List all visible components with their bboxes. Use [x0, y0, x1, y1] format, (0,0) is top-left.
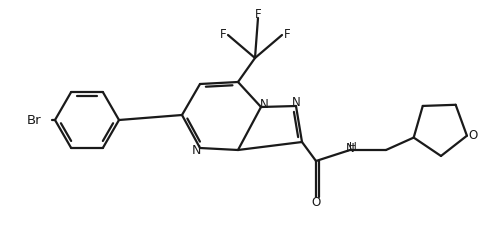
Text: N: N	[346, 142, 355, 155]
Text: F: F	[255, 8, 262, 22]
Text: N: N	[292, 96, 300, 109]
Text: F: F	[220, 28, 226, 41]
Text: N: N	[260, 98, 269, 112]
Text: N: N	[191, 144, 201, 156]
Text: O: O	[311, 196, 320, 208]
Text: H: H	[349, 142, 357, 152]
Text: F: F	[284, 28, 290, 41]
Text: O: O	[468, 129, 477, 142]
Text: Br: Br	[26, 114, 41, 126]
